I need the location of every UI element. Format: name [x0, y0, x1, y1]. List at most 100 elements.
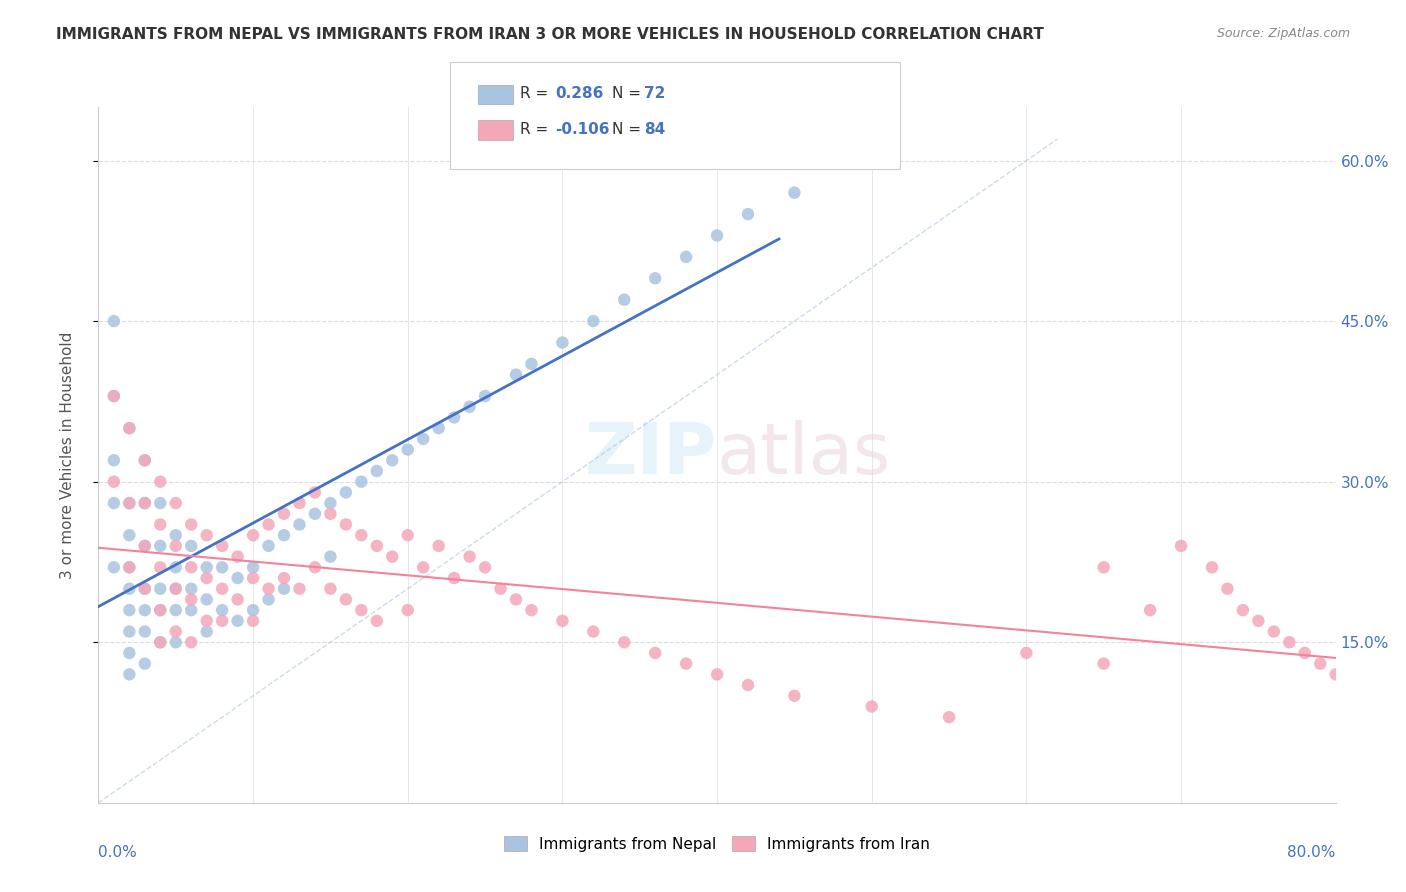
- Point: [675, 657, 697, 671]
- Point: [103, 475, 125, 489]
- Point: [613, 635, 636, 649]
- Point: [211, 614, 233, 628]
- Point: [134, 453, 156, 467]
- Point: [242, 528, 264, 542]
- Point: [273, 571, 295, 585]
- Point: [165, 560, 187, 574]
- Point: [1015, 646, 1038, 660]
- Text: N =: N =: [612, 122, 645, 136]
- Point: [103, 453, 125, 467]
- Point: [149, 635, 172, 649]
- Point: [273, 582, 295, 596]
- Point: [180, 517, 202, 532]
- Point: [149, 582, 172, 596]
- Point: [149, 635, 172, 649]
- Point: [103, 389, 125, 403]
- Point: [149, 603, 172, 617]
- Point: [381, 549, 404, 564]
- Point: [366, 464, 388, 478]
- Point: [118, 667, 141, 681]
- Point: [783, 689, 806, 703]
- Point: [195, 614, 218, 628]
- Point: [1278, 635, 1301, 649]
- Point: [335, 592, 357, 607]
- Text: 80.0%: 80.0%: [1288, 845, 1336, 860]
- Point: [118, 496, 141, 510]
- Point: [396, 603, 419, 617]
- Point: [396, 442, 419, 457]
- Point: [226, 549, 249, 564]
- Point: [118, 496, 141, 510]
- Point: [366, 539, 388, 553]
- Point: [1232, 603, 1254, 617]
- Point: [1294, 646, 1316, 660]
- Point: [195, 560, 218, 574]
- Point: [1324, 667, 1347, 681]
- Point: [211, 603, 233, 617]
- Text: 0.0%: 0.0%: [98, 845, 138, 860]
- Text: IMMIGRANTS FROM NEPAL VS IMMIGRANTS FROM IRAN 3 OR MORE VEHICLES IN HOUSEHOLD CO: IMMIGRANTS FROM NEPAL VS IMMIGRANTS FROM…: [56, 27, 1045, 42]
- Point: [551, 614, 574, 628]
- Text: 0.286: 0.286: [555, 87, 603, 101]
- Point: [103, 389, 125, 403]
- Point: [180, 560, 202, 574]
- Point: [1170, 539, 1192, 553]
- Point: [134, 603, 156, 617]
- Point: [180, 635, 202, 649]
- Point: [257, 517, 280, 532]
- Point: [644, 646, 666, 660]
- Text: ZIP: ZIP: [585, 420, 717, 490]
- Point: [149, 517, 172, 532]
- Point: [582, 624, 605, 639]
- Point: [165, 539, 187, 553]
- Point: [134, 582, 156, 596]
- Point: [103, 496, 125, 510]
- Point: [443, 571, 465, 585]
- Point: [474, 389, 496, 403]
- Point: [350, 528, 373, 542]
- Point: [1247, 614, 1270, 628]
- Point: [335, 485, 357, 500]
- Point: [149, 496, 172, 510]
- Point: [319, 507, 342, 521]
- Legend: Immigrants from Nepal, Immigrants from Iran: Immigrants from Nepal, Immigrants from I…: [498, 830, 936, 858]
- Point: [273, 528, 295, 542]
- Point: [1263, 624, 1285, 639]
- Point: [195, 624, 218, 639]
- Point: [118, 646, 141, 660]
- Point: [180, 539, 202, 553]
- Point: [242, 560, 264, 574]
- Point: [644, 271, 666, 285]
- Point: [860, 699, 883, 714]
- Point: [242, 603, 264, 617]
- Point: [149, 560, 172, 574]
- Point: [103, 560, 125, 574]
- Point: [1092, 560, 1115, 574]
- Point: [273, 507, 295, 521]
- Point: [165, 635, 187, 649]
- Point: [458, 549, 481, 564]
- Point: [134, 657, 156, 671]
- Point: [257, 539, 280, 553]
- Point: [165, 496, 187, 510]
- Point: [288, 496, 311, 510]
- Point: [427, 539, 450, 553]
- Point: [319, 582, 342, 596]
- Point: [195, 571, 218, 585]
- Point: [118, 560, 141, 574]
- Point: [350, 603, 373, 617]
- Point: [319, 496, 342, 510]
- Point: [118, 603, 141, 617]
- Point: [335, 517, 357, 532]
- Point: [134, 539, 156, 553]
- Point: [165, 603, 187, 617]
- Text: N =: N =: [612, 87, 645, 101]
- Point: [304, 485, 326, 500]
- Text: 72: 72: [644, 87, 665, 101]
- Point: [350, 475, 373, 489]
- Text: R =: R =: [520, 87, 554, 101]
- Point: [103, 314, 125, 328]
- Point: [319, 549, 342, 564]
- Point: [474, 560, 496, 574]
- Point: [226, 614, 249, 628]
